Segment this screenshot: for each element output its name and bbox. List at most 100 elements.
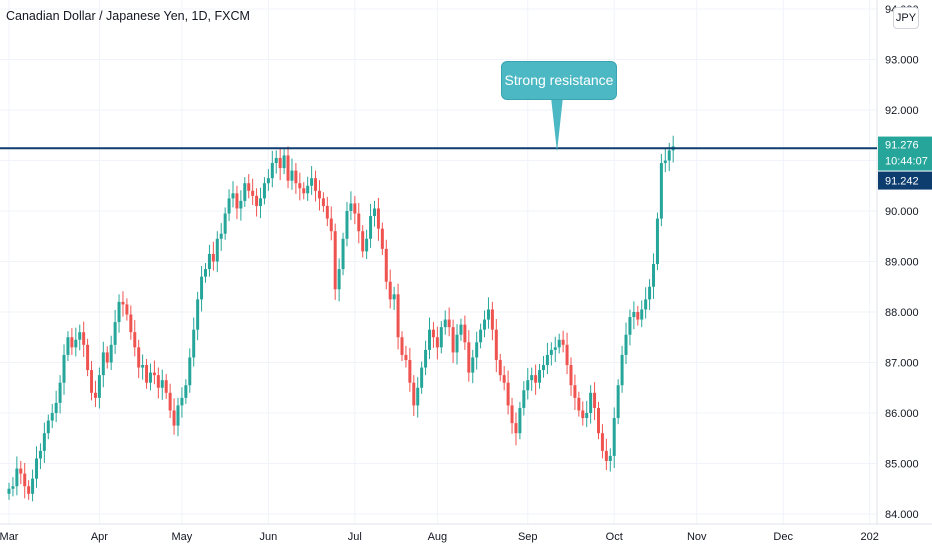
candle — [141, 354, 145, 380]
time-tick-label: Mar — [0, 531, 19, 543]
candle — [148, 363, 152, 391]
candle-body — [490, 309, 494, 330]
candle-body — [235, 193, 239, 209]
candle — [408, 347, 412, 392]
candle-body — [78, 332, 82, 340]
candle — [380, 222, 384, 255]
candle — [341, 232, 345, 276]
candle-body — [27, 486, 31, 494]
candle-body — [632, 312, 636, 318]
candle — [376, 197, 380, 241]
candle — [207, 244, 211, 277]
candle-body — [97, 375, 101, 398]
candle-body — [628, 317, 632, 335]
candle — [431, 322, 435, 348]
candle — [200, 266, 204, 312]
time-tick-label: Apr — [91, 531, 108, 543]
candle-body — [514, 423, 518, 434]
candle — [215, 231, 219, 273]
candle-body — [455, 334, 459, 353]
candle-body — [204, 269, 207, 277]
candle-body — [498, 359, 502, 376]
candle — [31, 469, 35, 502]
candle-body — [286, 155, 290, 181]
candle — [345, 201, 349, 247]
annotation-callout[interactable]: Strong resistance — [501, 61, 617, 100]
price-tick-label: 93.000 — [885, 55, 919, 67]
candle-body — [251, 190, 255, 196]
resistance-price-label: 91.242 — [885, 176, 919, 188]
candle-body — [353, 203, 357, 214]
candle-body — [160, 380, 164, 388]
candle-body — [365, 238, 369, 252]
candle-body — [604, 450, 608, 461]
candle — [176, 397, 180, 437]
candle — [644, 287, 648, 319]
candle — [451, 319, 455, 364]
candle — [321, 192, 325, 213]
candle-body — [655, 218, 659, 265]
candle — [239, 190, 243, 221]
candle-body — [125, 304, 129, 315]
candle-body — [648, 286, 652, 300]
time-tick-label: May — [172, 531, 193, 543]
candle — [388, 269, 392, 309]
candle — [78, 324, 82, 351]
candle-body — [223, 213, 227, 234]
candle-body — [19, 468, 23, 474]
candle-body — [66, 337, 70, 355]
candle — [490, 301, 494, 341]
candle-body — [640, 309, 644, 320]
candle-body — [447, 319, 451, 328]
last-price-tag: 91.276 10:44:07 — [878, 136, 932, 171]
candle — [113, 309, 117, 354]
candle — [243, 177, 247, 207]
candle-body — [23, 473, 27, 487]
candle-body — [31, 478, 35, 494]
candle — [160, 369, 164, 400]
candle-body — [384, 248, 388, 282]
candle-body — [569, 365, 573, 386]
candle-body — [502, 375, 506, 383]
candle — [420, 361, 424, 394]
candle-body — [176, 405, 180, 426]
candle — [278, 147, 282, 181]
candle — [459, 318, 463, 341]
candle-body — [545, 354, 549, 366]
candle — [204, 263, 207, 283]
candle — [50, 403, 54, 429]
candle-body — [15, 468, 19, 487]
symbol-title[interactable]: Canadian Dollar / Japanese Yen, 1D, FXCM — [6, 9, 250, 23]
candle-body — [207, 253, 211, 270]
candle-body — [467, 342, 471, 373]
candle-body — [188, 357, 192, 386]
candle — [443, 310, 447, 335]
candle-body — [7, 488, 11, 494]
candle — [365, 229, 369, 259]
candle — [164, 374, 168, 399]
candle-body — [121, 301, 125, 305]
candle-body — [506, 382, 510, 406]
candle-body — [557, 339, 561, 348]
candle-body — [180, 397, 184, 406]
candle — [624, 322, 628, 365]
candle — [125, 298, 129, 321]
candle — [428, 317, 432, 359]
candle — [62, 344, 66, 395]
currency-badge[interactable]: JPY — [893, 7, 919, 29]
candle-body — [376, 208, 380, 229]
candle — [172, 398, 176, 435]
candle — [274, 150, 278, 174]
candle — [585, 400, 589, 428]
candle — [90, 360, 94, 401]
candle — [597, 401, 600, 440]
candle-body — [483, 319, 487, 330]
candle — [74, 327, 78, 357]
candle — [640, 300, 644, 328]
price-tick-label: 86.000 — [885, 408, 919, 420]
candle-body — [74, 339, 78, 348]
candle — [156, 367, 160, 399]
resistance-price-tag: 91.242 — [878, 171, 932, 190]
candle — [70, 328, 74, 355]
price-tick-label: 84.000 — [885, 509, 919, 521]
